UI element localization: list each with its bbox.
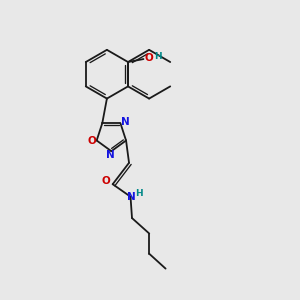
Text: O: O xyxy=(101,176,110,186)
Text: O: O xyxy=(144,53,153,64)
Text: N: N xyxy=(127,192,136,202)
Text: O: O xyxy=(88,136,96,146)
Text: H: H xyxy=(135,189,143,198)
Text: H: H xyxy=(154,52,162,61)
Text: N: N xyxy=(121,117,130,127)
Text: N: N xyxy=(106,150,115,161)
